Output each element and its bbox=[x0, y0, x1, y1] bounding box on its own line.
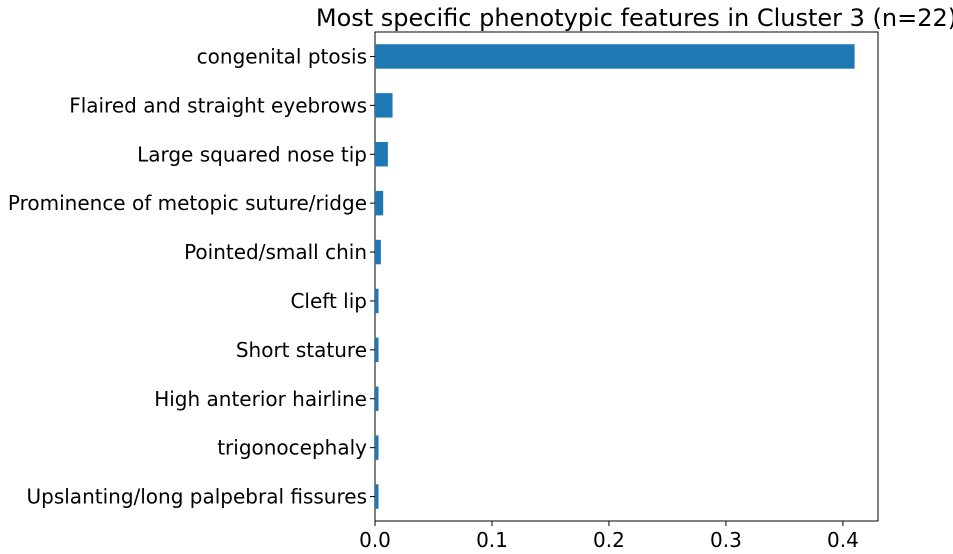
plot-area bbox=[374, 31, 879, 522]
bar bbox=[375, 435, 379, 460]
bars-group bbox=[375, 44, 855, 509]
bar bbox=[375, 386, 379, 411]
bar bbox=[375, 93, 393, 118]
x-tick-label: 0.1 bbox=[476, 528, 508, 552]
x-axis: 0.0 0.1 0.2 0.3 0.4 bbox=[359, 521, 859, 552]
y-tick-label: congenital ptosis bbox=[197, 44, 367, 68]
bar bbox=[375, 239, 381, 265]
y-tick-label: Cleft lip bbox=[290, 289, 367, 313]
y-tick-label: Prominence of metopic suture/ridge bbox=[8, 191, 367, 215]
bar bbox=[375, 337, 379, 363]
y-tick-label: High anterior hairline bbox=[154, 387, 367, 411]
y-tick-label: Large squared nose tip bbox=[137, 142, 367, 166]
bar bbox=[375, 142, 388, 167]
chart-title: Most specific phenotypic features in Clu… bbox=[316, 4, 953, 32]
x-tick-label: 0.4 bbox=[827, 528, 859, 552]
x-tick-label: 0.3 bbox=[710, 528, 742, 552]
y-tick-label: Short stature bbox=[236, 338, 367, 362]
bar bbox=[375, 484, 379, 509]
y-tick-label: Pointed/small chin bbox=[184, 240, 367, 264]
bar bbox=[375, 44, 855, 69]
y-axis: congenital ptosis Flaired and straight ey… bbox=[8, 44, 375, 509]
y-tick-label: trigonocephaly bbox=[217, 436, 367, 460]
y-tick-label: Flaired and straight eyebrows bbox=[69, 93, 367, 117]
bar bbox=[375, 288, 379, 314]
x-tick-label: 0.2 bbox=[593, 528, 625, 552]
bar bbox=[375, 190, 384, 216]
y-tick-label: Upslanting/long palpebral fissures bbox=[27, 485, 368, 509]
x-tick-label: 0.0 bbox=[359, 528, 391, 552]
